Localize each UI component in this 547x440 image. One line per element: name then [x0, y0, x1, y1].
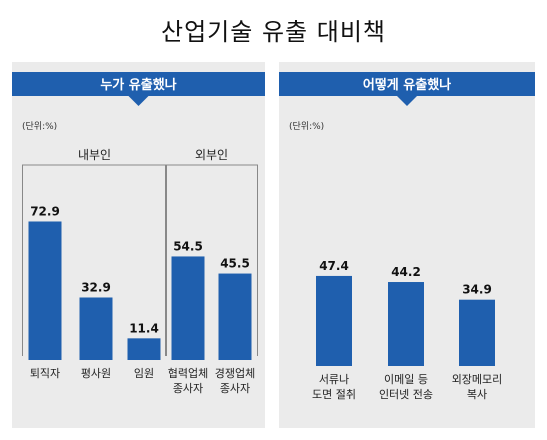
chart-title: 누가 유출했나: [100, 77, 176, 93]
chart-ribbon: 누가 유출했나: [12, 72, 265, 106]
bar: [316, 275, 352, 366]
bar: [459, 299, 495, 366]
category-label: 외장메모리: [452, 373, 503, 386]
category-label: 평사원: [81, 367, 111, 380]
data-label: 54.5: [173, 239, 203, 253]
category-label: 임원: [134, 367, 154, 380]
bar: [127, 338, 161, 360]
bar: [218, 273, 252, 360]
category-label: 종사자: [220, 382, 250, 395]
data-label: 44.2: [391, 265, 421, 279]
ribbon-shape: [12, 72, 265, 106]
bar-series: [316, 275, 495, 366]
category-label: 도면 절취: [312, 388, 356, 401]
bar: [171, 256, 205, 360]
data-label: 34.9: [462, 283, 492, 297]
data-label: 11.4: [129, 321, 159, 335]
main-title: 산업기술 유출 대비책: [161, 18, 386, 46]
category-label: 서류나: [319, 373, 349, 386]
data-label: 32.9: [81, 280, 111, 294]
category-label: 퇴직자: [30, 367, 60, 380]
unit-label: (단위:%): [289, 121, 324, 132]
chart-who-svg: 누가 유출했나 (단위:%) 72.9 퇴직자 32.9 평사원 11.4 임원 54.5 협력업…: [12, 72, 265, 395]
category-label: 경쟁업체: [215, 367, 255, 380]
category-label: 인터넷 전송: [379, 388, 433, 401]
data-label: 45.5: [220, 257, 250, 271]
bar-series: [28, 221, 252, 360]
bar: [388, 282, 424, 366]
category-label: 복사: [467, 388, 487, 401]
data-label: 72.9: [30, 204, 60, 218]
category-label: 이메일 등: [384, 372, 428, 386]
bar: [79, 297, 113, 360]
group-label: 외부인: [195, 148, 228, 162]
chart-title: 어떻게 유출했나: [363, 77, 451, 93]
category-label: 협력업체: [168, 367, 208, 380]
group-label: 내부인: [78, 148, 111, 162]
chart-panel-who: 누가 유출했나 (단위:%) 72.9 퇴직자 32.9 평사원 11.4 임원 54.5 협력업…: [12, 62, 265, 428]
data-label: 47.4: [319, 259, 349, 273]
category-label: 종사자: [173, 382, 203, 395]
ribbon-shape: [279, 72, 535, 106]
bar: [28, 221, 62, 360]
group-bracket: [165, 164, 258, 356]
group-bracket: [22, 164, 167, 356]
unit-label: (단위:%): [22, 121, 57, 132]
chart-ribbon: 어떻게 유출했나: [279, 72, 535, 106]
